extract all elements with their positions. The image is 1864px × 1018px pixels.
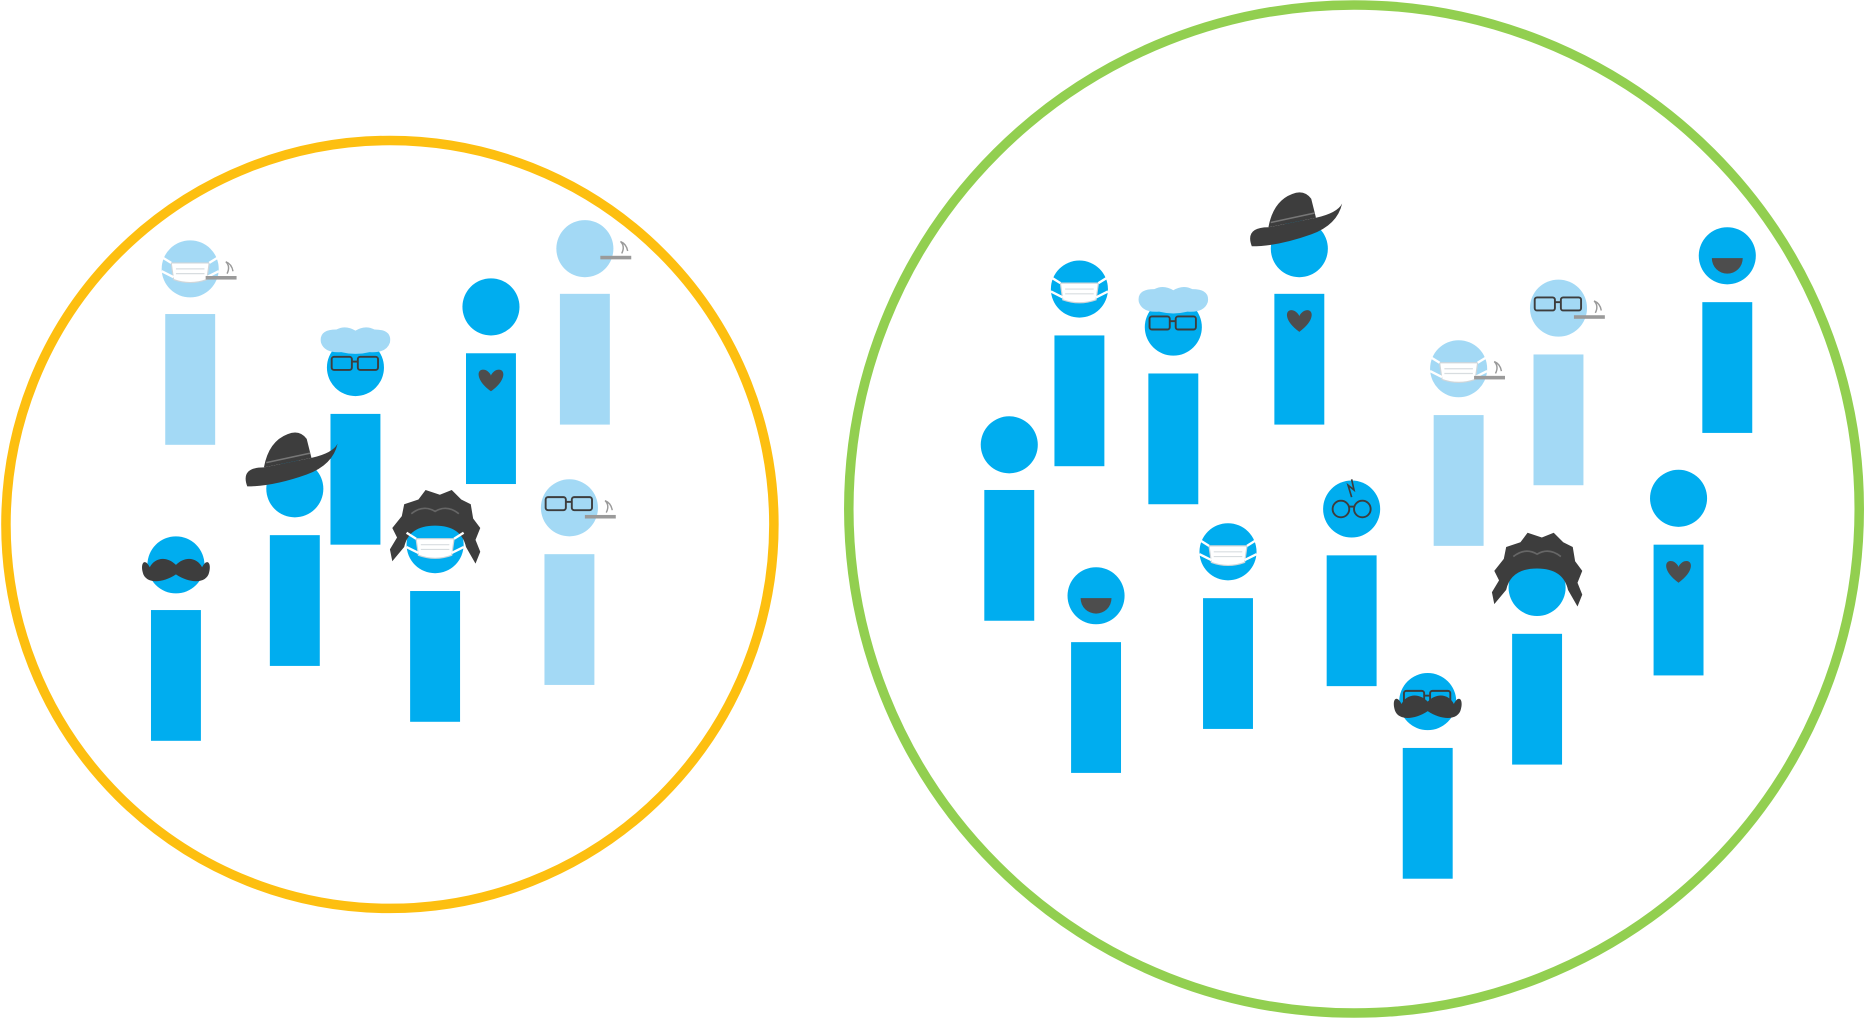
person-figure bbox=[462, 278, 520, 485]
person-figure bbox=[1050, 260, 1109, 467]
cap-icon bbox=[320, 327, 391, 354]
person-body bbox=[1702, 302, 1753, 433]
glasses-icon bbox=[1533, 296, 1583, 312]
person-body bbox=[544, 554, 595, 685]
smile-icon bbox=[1711, 258, 1743, 274]
person-figure bbox=[1138, 286, 1209, 505]
person-head bbox=[1508, 558, 1566, 616]
large-group bbox=[980, 192, 1756, 879]
person-figure bbox=[320, 327, 391, 545]
person-head bbox=[462, 278, 520, 336]
person-body bbox=[1533, 354, 1584, 486]
mask-icon bbox=[405, 531, 465, 559]
person-head bbox=[1323, 480, 1381, 538]
glasses-icon bbox=[330, 355, 379, 371]
shaggy-hair-icon bbox=[1491, 532, 1583, 607]
person-figure bbox=[1429, 340, 1505, 546]
cigarette-icon bbox=[205, 261, 237, 280]
cigarette-icon bbox=[1474, 360, 1505, 380]
person-body bbox=[1326, 555, 1377, 687]
person-head bbox=[980, 416, 1038, 474]
glasses-icon bbox=[1148, 315, 1197, 331]
mustache-icon bbox=[142, 558, 210, 582]
person-head bbox=[540, 479, 598, 537]
person-figure bbox=[556, 220, 632, 425]
person-body bbox=[1203, 598, 1253, 729]
person-body bbox=[466, 353, 516, 485]
person-head bbox=[1650, 469, 1708, 527]
person-figure bbox=[1198, 523, 1258, 729]
person-head bbox=[556, 220, 614, 278]
person-head bbox=[1698, 227, 1756, 285]
people-layer bbox=[142, 192, 1756, 879]
heart-icon bbox=[1286, 310, 1312, 332]
person-body bbox=[1512, 633, 1563, 765]
person-body bbox=[269, 535, 320, 666]
person-figure bbox=[540, 479, 616, 685]
person-figure bbox=[1698, 227, 1756, 433]
person-head bbox=[326, 339, 384, 397]
person-body bbox=[1402, 747, 1453, 879]
person-head bbox=[1067, 567, 1125, 625]
small-group bbox=[142, 220, 632, 741]
small-group-ring bbox=[1, 135, 779, 914]
person-figure bbox=[389, 489, 481, 722]
person-body bbox=[150, 610, 201, 741]
person-figure bbox=[980, 416, 1038, 621]
person-body bbox=[1054, 335, 1105, 467]
person-figure bbox=[1250, 192, 1343, 425]
round-glasses-icon bbox=[1331, 479, 1372, 519]
person-body bbox=[165, 314, 216, 445]
smile-icon bbox=[1080, 598, 1112, 614]
glasses-icon bbox=[544, 496, 593, 512]
person-figure bbox=[1529, 279, 1605, 486]
person-body bbox=[1433, 415, 1484, 546]
person-figure bbox=[1393, 673, 1462, 879]
person-figure bbox=[1323, 479, 1381, 687]
cap-icon bbox=[1138, 286, 1209, 314]
cigarette-icon bbox=[584, 500, 616, 519]
mustache-icon bbox=[1393, 695, 1462, 718]
person-figure bbox=[1491, 532, 1583, 765]
person-body bbox=[559, 293, 610, 425]
heart-icon bbox=[478, 369, 504, 392]
person-body bbox=[1274, 293, 1325, 425]
shaggy-hair-icon bbox=[389, 489, 481, 564]
person-figure bbox=[1067, 567, 1125, 773]
mask-icon bbox=[1198, 538, 1258, 567]
large-group-ring bbox=[844, 0, 1864, 1018]
person-figure bbox=[245, 432, 338, 666]
person-figure bbox=[1650, 469, 1708, 676]
mask-icon bbox=[1050, 276, 1109, 304]
person-figure bbox=[161, 240, 237, 445]
cigarette-icon bbox=[1573, 300, 1605, 319]
person-body bbox=[1148, 373, 1199, 505]
heart-icon bbox=[1666, 561, 1691, 583]
person-body bbox=[410, 591, 461, 722]
person-body bbox=[984, 489, 1035, 621]
person-body bbox=[1653, 544, 1704, 676]
person-head bbox=[1529, 279, 1588, 337]
person-body bbox=[1071, 642, 1122, 773]
person-body bbox=[330, 413, 381, 545]
fedora-icon bbox=[1250, 192, 1343, 247]
person-figure bbox=[142, 536, 210, 741]
person-head bbox=[1144, 298, 1202, 356]
cigarette-icon bbox=[600, 240, 632, 260]
fedora-icon bbox=[245, 432, 338, 487]
